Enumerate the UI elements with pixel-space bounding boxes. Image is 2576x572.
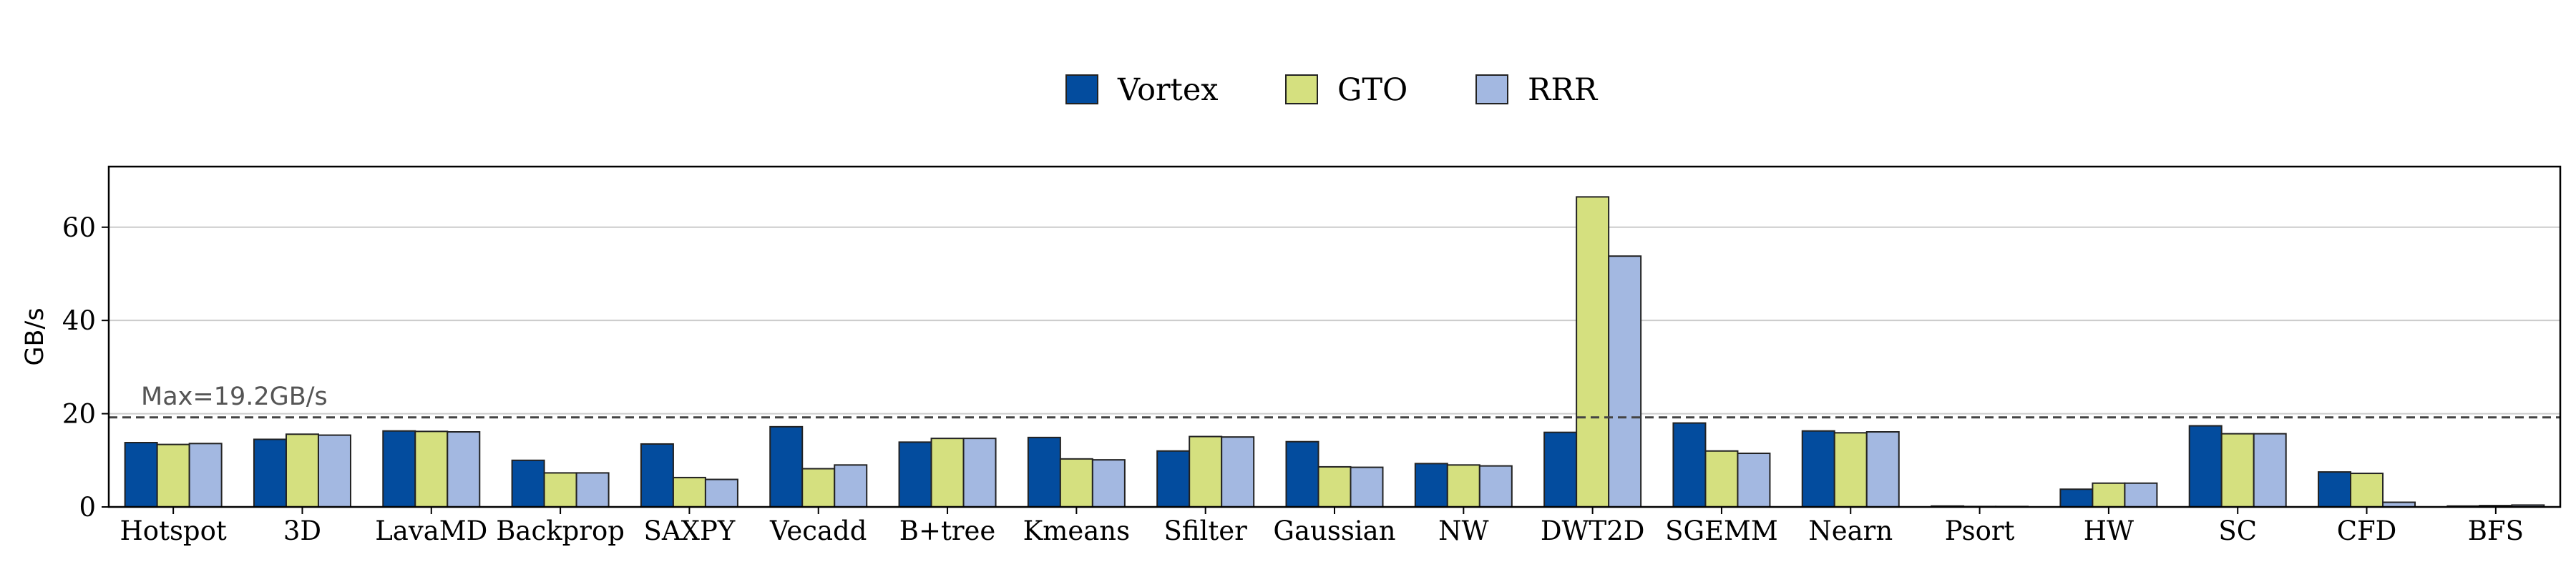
bar <box>2059 488 2094 508</box>
bar <box>962 438 997 508</box>
bar <box>1833 432 1868 508</box>
bar <box>801 468 836 508</box>
bar <box>1672 422 1707 508</box>
legend-label: GTO <box>1337 72 1407 108</box>
bar <box>1865 431 1900 508</box>
x-tick-label: Nearn <box>1808 516 1893 546</box>
x-tick-label: Backprop <box>496 516 625 546</box>
bar <box>317 434 351 508</box>
bar <box>2318 471 2352 508</box>
x-tick-label: Gaussian <box>1273 516 1395 546</box>
bar <box>1027 436 1061 508</box>
legend-swatch <box>1475 74 1508 104</box>
bar <box>672 476 706 508</box>
bar <box>1608 255 1642 508</box>
legend-swatch <box>1065 74 1098 104</box>
bar <box>1091 459 1126 508</box>
bars <box>124 196 2545 508</box>
legend: Vortex GTO RRR <box>1065 72 1599 108</box>
bar <box>414 430 449 508</box>
x-tick-label: Vecadd <box>769 516 867 546</box>
x-tick-label: LavaMD <box>375 516 487 546</box>
bar <box>2188 425 2223 508</box>
bar <box>285 433 319 508</box>
bar <box>1317 465 1352 508</box>
bar <box>898 441 932 508</box>
bar <box>2253 433 2287 508</box>
legend-label: Vortex <box>1117 72 1219 108</box>
bar <box>1478 465 1513 508</box>
x-tick-label: SC <box>2218 516 2257 546</box>
bar <box>834 464 868 508</box>
x-tick-label: Sfilter <box>1164 516 1248 546</box>
x-tick-label: Psort <box>1945 516 2015 546</box>
legend-label: RRR <box>1528 72 1599 108</box>
bar <box>1576 196 1610 508</box>
bar <box>511 459 545 508</box>
bar <box>2124 482 2158 508</box>
bar <box>930 438 965 508</box>
bar <box>2220 433 2255 508</box>
grid-lines <box>109 226 2560 415</box>
bar <box>1737 453 1771 508</box>
bar <box>543 472 577 508</box>
x-tick-label: SGEMM <box>1665 516 1778 546</box>
bar <box>382 430 416 508</box>
y-axis-label: GB/s <box>21 307 49 365</box>
x-tick-label: NW <box>1438 516 1488 546</box>
bar <box>447 431 481 508</box>
bar <box>640 443 674 508</box>
x-tick-label: B+tree <box>899 516 996 546</box>
bar <box>188 443 223 508</box>
bar <box>1156 450 1191 508</box>
bar <box>1059 458 1093 508</box>
x-tick-label: CFD <box>2337 516 2397 546</box>
bar <box>156 443 190 508</box>
x-tick-label: 3D <box>283 516 321 546</box>
bar <box>704 478 738 508</box>
bar <box>1221 436 1255 508</box>
bar <box>1189 435 1223 508</box>
legend-swatch <box>1285 74 1318 104</box>
y-tick-label: 20 <box>62 399 96 430</box>
bar <box>1446 464 1480 508</box>
bar <box>1543 431 1578 508</box>
bar <box>2092 482 2126 508</box>
bar <box>1285 440 1319 508</box>
bar <box>1414 463 1448 508</box>
bar <box>2350 473 2384 508</box>
bar <box>1350 466 1384 508</box>
bar <box>1704 450 1739 508</box>
x-tick-label: Kmeans <box>1023 516 1131 546</box>
bar <box>769 425 804 508</box>
bar <box>575 472 610 508</box>
y-tick-label: 60 <box>62 212 96 243</box>
x-tick-label: SAXPY <box>644 516 736 546</box>
bar <box>124 442 158 508</box>
x-tick-label: HW <box>2084 516 2134 546</box>
y-tick-label: 40 <box>62 305 96 336</box>
y-tick-label: 0 <box>79 492 96 523</box>
x-axis: Hotspot 3D LavaMD Backprop SAXPY Vecadd B+tree… <box>120 507 2524 546</box>
y-axis: 0 20 40 60 <box>62 212 109 523</box>
max-bandwidth-label: Max=19.2GB/s <box>141 383 328 411</box>
x-tick-label: DWT2D <box>1541 516 1645 546</box>
reference-line-group: Max=19.2GB/s <box>109 383 2560 419</box>
bar <box>253 438 287 508</box>
x-tick-label: BFS <box>2468 516 2524 546</box>
x-tick-label: Hotspot <box>120 516 227 546</box>
bar <box>1801 430 1835 508</box>
